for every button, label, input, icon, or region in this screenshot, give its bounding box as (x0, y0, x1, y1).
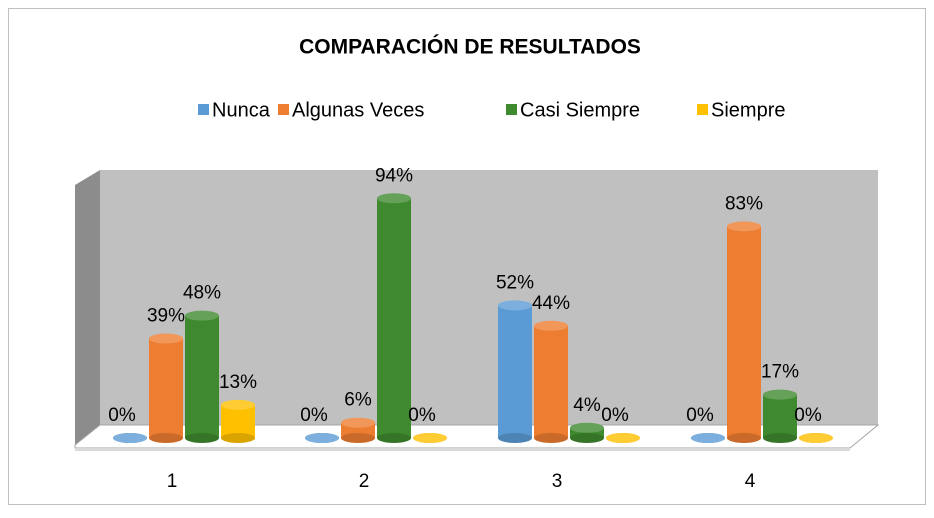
x-tick-label: 2 (359, 471, 370, 492)
data-label: 6% (344, 390, 372, 411)
cylinder-base (185, 433, 219, 443)
cylinder-base (221, 433, 255, 443)
data-label: 17% (761, 362, 799, 383)
cylinder-top (606, 433, 640, 443)
cylinder (799, 433, 833, 443)
cylinder-body (763, 394, 797, 438)
floor (74, 424, 880, 449)
x-tick-label: 3 (552, 471, 563, 492)
cylinder-base (149, 433, 183, 443)
chart-title: COMPARACIÓN DE RESULTADOS (299, 35, 641, 59)
legend-label: Siempre (711, 99, 785, 121)
cylinder (534, 320, 568, 443)
cylinder-top (377, 193, 411, 204)
cylinder-body (149, 338, 183, 438)
data-label: 4% (573, 395, 601, 416)
cylinder-body (221, 404, 255, 438)
cylinder (305, 433, 339, 443)
cylinder-top (113, 433, 147, 443)
cylinder-top (149, 333, 183, 344)
cylinder (691, 433, 725, 443)
cylinder (570, 422, 604, 443)
cylinder (606, 433, 640, 443)
data-label: 0% (108, 405, 136, 426)
cylinder-top (221, 399, 255, 410)
legend-swatch (198, 104, 209, 115)
data-label: 83% (725, 193, 763, 214)
cylinder (341, 417, 375, 443)
cylinder-top (570, 422, 604, 433)
cylinder-top (185, 310, 219, 321)
data-label: 0% (601, 405, 629, 426)
cylinder-body (185, 315, 219, 438)
legend-label: Algunas Veces (292, 99, 424, 121)
cylinder-base (377, 433, 411, 443)
cylinder-base (570, 433, 604, 443)
cylinder (413, 433, 447, 443)
legend-swatch (697, 104, 708, 115)
cylinder (149, 333, 183, 443)
cylinder-body (498, 305, 532, 438)
cylinder-body (727, 226, 761, 438)
legend-label: Casi Siempre (520, 99, 640, 121)
cylinder-body (534, 325, 568, 438)
cylinder (185, 310, 219, 443)
cylinder-base (763, 433, 797, 443)
data-label: 52% (496, 272, 534, 293)
back-wall (100, 170, 878, 425)
data-label: 39% (147, 306, 185, 327)
cylinder-top (305, 433, 339, 443)
cylinder-body (570, 427, 604, 438)
cylinder-top (413, 433, 447, 443)
cylinder-top (691, 433, 725, 443)
data-label: 44% (532, 293, 570, 314)
cylinder-base (341, 433, 375, 443)
cylinder-base (498, 433, 532, 443)
data-label: 0% (300, 405, 328, 426)
cylinder (377, 193, 411, 443)
legend-swatch (506, 104, 517, 115)
legend-label: Nunca (212, 99, 271, 121)
side-wall (75, 170, 100, 445)
data-label: 94% (375, 165, 413, 186)
data-label: 48% (183, 283, 221, 304)
cylinder (727, 221, 761, 443)
data-label: 0% (794, 405, 822, 426)
cylinder-body (377, 198, 411, 438)
cylinder-top (727, 221, 761, 232)
legend-swatch (278, 104, 289, 115)
cylinder-base (727, 433, 761, 443)
cylinder (763, 389, 797, 443)
floor-edge (75, 448, 850, 451)
x-tick-label: 4 (745, 471, 756, 492)
cylinder-top (763, 389, 797, 400)
cylinder-top (799, 433, 833, 443)
cylinder-top (341, 417, 375, 428)
cylinder (221, 399, 255, 443)
cylinder (113, 433, 147, 443)
cylinder-top (534, 320, 568, 331)
data-label: 0% (408, 405, 436, 426)
cylinder-base (534, 433, 568, 443)
x-tick-label: 1 (167, 471, 178, 492)
cylinder-top (498, 300, 532, 311)
data-label: 13% (219, 372, 257, 393)
cylinder (498, 300, 532, 443)
data-label: 0% (686, 405, 714, 426)
